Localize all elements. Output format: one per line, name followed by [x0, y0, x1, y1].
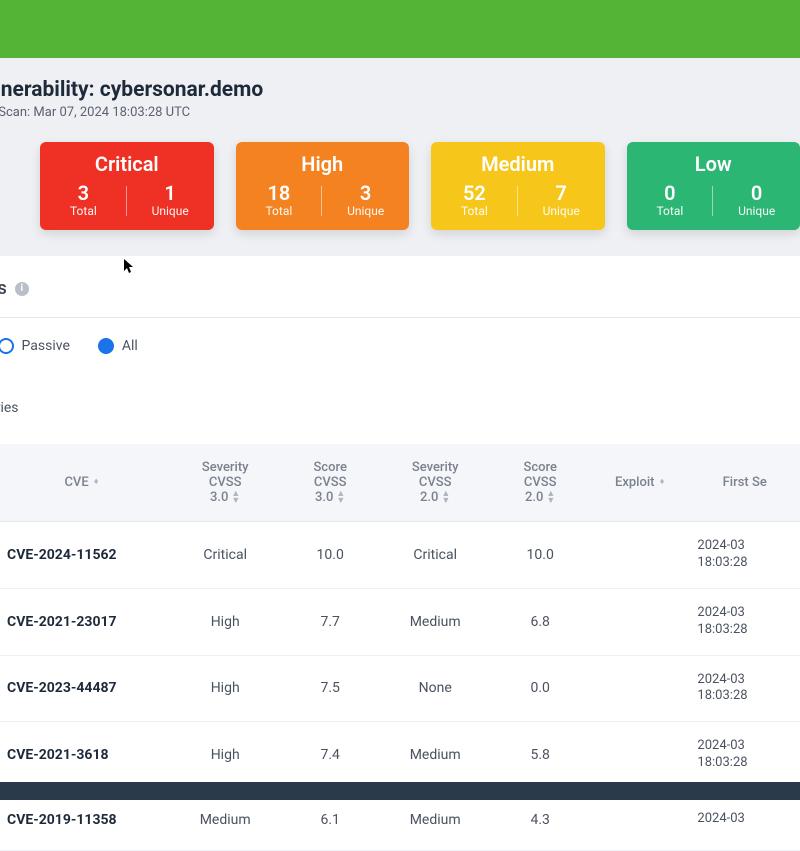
exploit-cell	[590, 522, 689, 589]
score-cvss2: 10.0	[490, 522, 589, 589]
table-header-row: ♦CVE ♦SeverityCVSS3.0▲▼ScoreCVSS3.0▲▼Sev…	[0, 444, 800, 522]
table-body: e AllCVE-2024-11562Critical10.0Critical1…	[0, 522, 800, 851]
entries-label: entries	[0, 400, 19, 416]
severity-total-label: Total	[431, 204, 518, 218]
score-cvss3: 7.4	[280, 722, 379, 789]
score-cvss3: 10.0	[280, 522, 379, 589]
severity-total-value: 3	[40, 182, 127, 204]
severity-card-low[interactable]: Low 0Total0Unique	[627, 142, 800, 230]
severity-cvss2: Critical	[380, 522, 491, 589]
sort-icon: ▲▼	[441, 491, 450, 505]
severity-cvss2: Medium	[380, 588, 491, 655]
column-header[interactable]: First Se	[689, 444, 800, 522]
column-header[interactable]: ScoreCVSS3.0▲▼	[280, 444, 379, 522]
table-row: e AllCVE-2024-11562Critical10.0Critical1…	[0, 522, 800, 589]
column-header[interactable]: SeverityCVSS2.0▲▼	[380, 444, 491, 522]
severity-cvss3: High	[170, 588, 281, 655]
severity-total-label: Total	[236, 204, 323, 218]
severity-card-medium[interactable]: Medium 52Total7Unique	[431, 142, 605, 230]
filter-radio[interactable]: Passive	[0, 338, 70, 354]
score-cvss2: 6.8	[490, 588, 589, 655]
severity-total-label: Total	[40, 204, 127, 218]
page-subtitle: Last Scan: Mar 07, 2024 18:03:28 UTC	[0, 105, 800, 120]
bottom-strip	[0, 782, 800, 800]
page-title: Vulnerability: cybersonar.demo	[0, 78, 800, 102]
page-header: Vulnerability: cybersonar.demo Last Scan…	[0, 58, 800, 130]
sort-icon: ♦	[92, 479, 99, 486]
column-header[interactable]: ScoreCVSS2.0▲▼	[490, 444, 589, 522]
severity-unique-value: 1	[127, 182, 214, 204]
severity-unique-label: Unique	[322, 204, 409, 218]
exploit-cell	[590, 588, 689, 655]
title-target: cybersonar.demo	[100, 78, 263, 102]
column-header[interactable]: SeverityCVSS3.0▲▼	[170, 444, 281, 522]
divider	[0, 317, 800, 318]
table-row: e AllCVE-2023-44487High7.5None0.02024-03…	[0, 655, 800, 722]
first-seen: 2024-0318:03:28	[689, 588, 800, 655]
score-cvss3: 7.7	[280, 588, 379, 655]
subtitle-prefix: Last Scan:	[0, 105, 30, 120]
top-bar	[0, 0, 800, 58]
score-cvss3: 7.5	[280, 655, 379, 722]
severity-total-value: 0	[627, 182, 714, 204]
cve-id[interactable]: CVE-2023-44487	[0, 655, 170, 722]
sort-icon: ▲▼	[336, 491, 345, 505]
severity-unique-value: 3	[322, 182, 409, 204]
filter-label: All	[122, 338, 138, 354]
first-seen: 2024-0318:03:28	[689, 655, 800, 722]
table-row: e AllCVE-2021-3618High7.4Medium5.82024-0…	[0, 722, 800, 789]
column-header[interactable]: Exploit ♦	[590, 444, 689, 522]
severity-card-title: Low	[627, 152, 800, 176]
info-icon[interactable]: i	[15, 282, 29, 296]
section-title: erabilities i	[0, 278, 800, 299]
severity-unique-label: Unique	[518, 204, 605, 218]
severity-cvss2: None	[380, 655, 491, 722]
severity-cvss3: High	[170, 722, 281, 789]
severity-card-title: Critical	[40, 152, 214, 176]
filter-radio[interactable]: All	[98, 338, 138, 354]
cve-id[interactable]: CVE-2021-3618	[0, 722, 170, 789]
severity-card-title: Medium	[431, 152, 605, 176]
column-header[interactable]: CVE ♦	[0, 444, 170, 522]
severity-total-value: 52	[431, 182, 518, 204]
title-prefix: Vulnerability:	[0, 78, 95, 102]
sort-icon: ▲▼	[546, 491, 555, 505]
sort-icon: ♦	[658, 479, 665, 486]
main-panel: erabilities i ivePassiveAll 10 entries ♦…	[0, 256, 800, 851]
severity-unique-value: 0	[713, 182, 800, 204]
severity-unique-label: Unique	[713, 204, 800, 218]
severity-card-high[interactable]: High 18Total3Unique	[236, 142, 410, 230]
score-cvss2: 5.8	[490, 722, 589, 789]
severity-cvss3: Critical	[170, 522, 281, 589]
severity-card-critical[interactable]: Critical 3Total1Unique	[40, 142, 214, 230]
severity-unique-label: Unique	[127, 204, 214, 218]
score-cvss2: 0.0	[490, 655, 589, 722]
table-row: e AllCVE-2021-23017High7.7Medium6.82024-…	[0, 588, 800, 655]
severity-cvss2: Medium	[380, 722, 491, 789]
cve-id[interactable]: CVE-2024-11562	[0, 522, 170, 589]
exploit-cell	[590, 655, 689, 722]
first-seen: 2024-0318:03:28	[689, 722, 800, 789]
radio-icon	[0, 338, 14, 354]
exploit-cell	[590, 722, 689, 789]
filter-label: Passive	[22, 338, 70, 354]
severity-unique-value: 7	[518, 182, 605, 204]
severity-total-label: Total	[627, 204, 714, 218]
section-title-text: erabilities	[0, 278, 7, 299]
radio-icon	[98, 338, 114, 354]
scan-time: Mar 07, 2024 18:03:28 UTC	[33, 105, 190, 120]
severity-card-title: High	[236, 152, 410, 176]
first-seen: 2024-0318:03:28	[689, 522, 800, 589]
entries-row: 10 entries	[0, 394, 800, 422]
severity-cards: Critical3Total1UniqueHigh18Total3UniqueM…	[0, 130, 800, 256]
severity-total-value: 18	[236, 182, 323, 204]
cve-id[interactable]: CVE-2021-23017	[0, 588, 170, 655]
severity-cvss3: High	[170, 655, 281, 722]
sort-icon: ▲▼	[231, 491, 240, 505]
filter-row: ivePassiveAll	[0, 338, 800, 354]
